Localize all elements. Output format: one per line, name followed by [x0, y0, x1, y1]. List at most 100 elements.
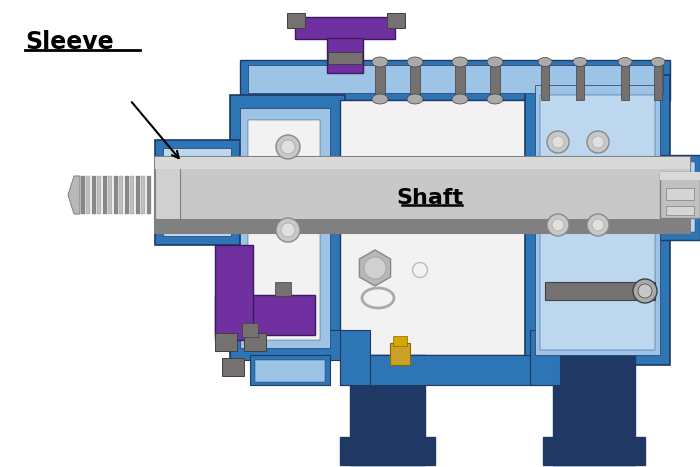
Ellipse shape	[592, 136, 604, 148]
Bar	[119, 176, 123, 214]
Ellipse shape	[487, 57, 503, 67]
Bar	[250, 355, 330, 385]
Ellipse shape	[552, 219, 564, 231]
Ellipse shape	[633, 279, 657, 303]
Bar	[455, 62, 465, 100]
Bar	[215, 245, 253, 340]
Bar	[141, 176, 145, 214]
Ellipse shape	[618, 57, 632, 66]
Bar	[576, 62, 584, 100]
Text: Sleeve: Sleeve	[25, 30, 113, 54]
Bar	[240, 108, 330, 348]
Bar	[660, 172, 700, 180]
Bar	[130, 176, 134, 214]
Bar	[660, 172, 700, 218]
Bar	[387, 13, 405, 28]
Ellipse shape	[407, 94, 423, 104]
Bar	[155, 157, 690, 169]
Bar	[490, 62, 500, 100]
Bar	[350, 355, 425, 465]
Bar	[340, 355, 560, 385]
Ellipse shape	[538, 57, 552, 66]
Bar	[136, 176, 139, 214]
Bar	[295, 17, 395, 39]
Bar	[108, 176, 112, 214]
Bar	[155, 157, 690, 233]
Ellipse shape	[587, 131, 609, 153]
Bar	[146, 176, 150, 214]
Bar	[163, 148, 231, 236]
Bar	[665, 162, 695, 232]
Bar	[255, 360, 325, 382]
Bar	[97, 176, 101, 214]
Bar	[215, 295, 315, 335]
Bar	[248, 65, 663, 93]
Bar	[244, 333, 266, 351]
Bar	[102, 176, 106, 214]
Bar	[621, 62, 629, 100]
Bar	[155, 169, 690, 219]
Bar	[410, 62, 420, 100]
Ellipse shape	[587, 214, 609, 236]
Bar	[222, 358, 244, 376]
Bar	[155, 219, 690, 233]
Ellipse shape	[372, 57, 388, 67]
Ellipse shape	[276, 218, 300, 242]
Bar	[543, 437, 645, 465]
Bar	[525, 75, 670, 365]
Bar	[248, 120, 320, 340]
Ellipse shape	[487, 94, 503, 104]
Bar	[654, 62, 662, 100]
Bar	[375, 62, 385, 100]
Ellipse shape	[592, 219, 604, 231]
Ellipse shape	[552, 136, 564, 148]
Ellipse shape	[407, 57, 423, 67]
Ellipse shape	[364, 257, 386, 279]
Ellipse shape	[276, 135, 300, 159]
Bar	[80, 176, 85, 214]
Polygon shape	[68, 176, 80, 214]
Bar	[230, 330, 345, 360]
Ellipse shape	[573, 57, 587, 66]
Bar	[230, 95, 345, 360]
Bar	[666, 206, 694, 215]
Ellipse shape	[452, 57, 468, 67]
Ellipse shape	[281, 223, 295, 237]
Bar	[113, 176, 118, 214]
Ellipse shape	[547, 214, 569, 236]
Bar	[545, 282, 655, 300]
Ellipse shape	[281, 140, 295, 154]
Bar	[86, 176, 90, 214]
Bar	[75, 176, 79, 214]
Bar	[553, 355, 635, 465]
Bar	[390, 343, 410, 365]
Bar	[340, 100, 535, 355]
Ellipse shape	[547, 131, 569, 153]
Bar	[530, 330, 560, 385]
Ellipse shape	[651, 57, 665, 66]
Bar	[240, 60, 670, 100]
Bar	[125, 176, 129, 214]
Ellipse shape	[452, 94, 468, 104]
Bar	[242, 323, 258, 337]
Bar	[92, 176, 95, 214]
Bar	[340, 330, 370, 385]
Ellipse shape	[638, 284, 652, 298]
Text: Shaft: Shaft	[396, 188, 463, 208]
Bar	[535, 85, 660, 355]
Bar	[287, 13, 305, 28]
Bar	[155, 165, 180, 225]
Bar	[541, 62, 549, 100]
Bar	[155, 140, 240, 245]
Bar	[540, 95, 655, 350]
Polygon shape	[359, 250, 391, 286]
Bar	[660, 155, 700, 240]
Bar	[215, 333, 237, 351]
Bar	[275, 282, 291, 296]
Ellipse shape	[372, 94, 388, 104]
Bar	[666, 188, 694, 200]
Bar	[328, 52, 362, 64]
Bar	[340, 437, 435, 465]
Bar	[327, 38, 363, 73]
Bar	[393, 336, 407, 346]
